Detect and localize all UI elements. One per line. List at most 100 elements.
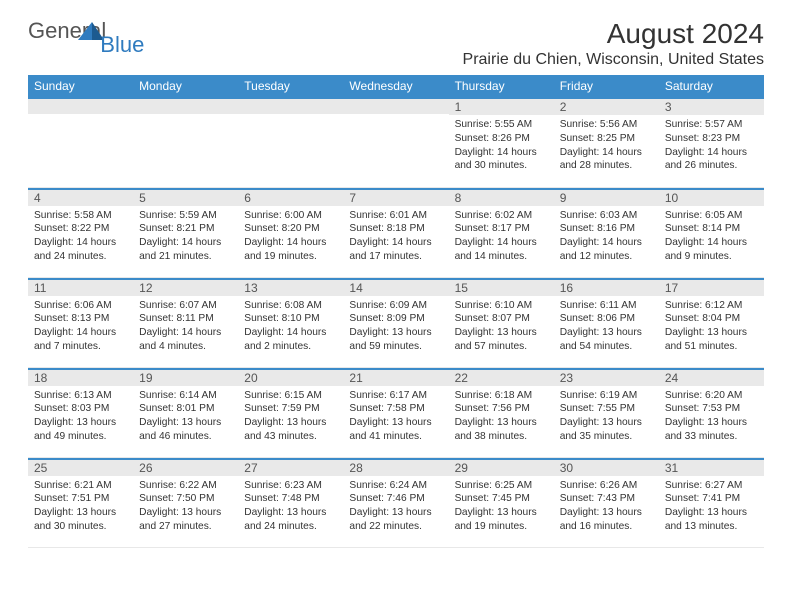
day-details: Sunrise: 6:12 AMSunset: 8:04 PMDaylight:…	[659, 296, 764, 356]
day-cell: 22Sunrise: 6:18 AMSunset: 7:56 PMDayligh…	[449, 368, 554, 457]
sunset-text: Sunset: 7:46 PM	[349, 492, 442, 506]
title-block: August 2024 Prairie du Chien, Wisconsin,…	[463, 18, 764, 69]
day-details: Sunrise: 6:01 AMSunset: 8:18 PMDaylight:…	[343, 206, 448, 266]
sunrise-text: Sunrise: 6:09 AM	[349, 299, 442, 313]
day-number: 15	[449, 278, 554, 296]
sunrise-text: Sunrise: 6:17 AM	[349, 389, 442, 403]
day-number: 17	[659, 278, 764, 296]
calendar-cell	[343, 97, 448, 187]
calendar-cell: 15Sunrise: 6:10 AMSunset: 8:07 PMDayligh…	[449, 277, 554, 367]
sunset-text: Sunset: 7:43 PM	[560, 492, 653, 506]
day-number: 13	[238, 278, 343, 296]
weekday-heading: Thursday	[449, 75, 554, 97]
calendar-week-row: 18Sunrise: 6:13 AMSunset: 8:03 PMDayligh…	[28, 367, 764, 457]
calendar-cell: 23Sunrise: 6:19 AMSunset: 7:55 PMDayligh…	[554, 367, 659, 457]
sunset-text: Sunset: 8:11 PM	[139, 312, 232, 326]
day-details: Sunrise: 6:25 AMSunset: 7:45 PMDaylight:…	[449, 476, 554, 536]
day-number: 20	[238, 368, 343, 386]
weekday-heading: Monday	[133, 75, 238, 97]
sunrise-text: Sunrise: 6:22 AM	[139, 479, 232, 493]
day-number: 30	[554, 458, 659, 476]
day-number: 6	[238, 188, 343, 206]
day-number: 3	[659, 97, 764, 115]
day-details: Sunrise: 6:15 AMSunset: 7:59 PMDaylight:…	[238, 386, 343, 446]
calendar-cell: 3Sunrise: 5:57 AMSunset: 8:23 PMDaylight…	[659, 97, 764, 187]
day-details: Sunrise: 6:22 AMSunset: 7:50 PMDaylight:…	[133, 476, 238, 536]
daylight-text: Daylight: 14 hours and 2 minutes.	[244, 326, 337, 354]
sunrise-text: Sunrise: 6:08 AM	[244, 299, 337, 313]
daylight-text: Daylight: 13 hours and 57 minutes.	[455, 326, 548, 354]
day-cell: 7Sunrise: 6:01 AMSunset: 8:18 PMDaylight…	[343, 188, 448, 277]
day-cell: 18Sunrise: 6:13 AMSunset: 8:03 PMDayligh…	[28, 368, 133, 457]
day-number: 23	[554, 368, 659, 386]
day-cell: 20Sunrise: 6:15 AMSunset: 7:59 PMDayligh…	[238, 368, 343, 457]
day-cell: 11Sunrise: 6:06 AMSunset: 8:13 PMDayligh…	[28, 278, 133, 367]
sunrise-text: Sunrise: 6:26 AM	[560, 479, 653, 493]
sunset-text: Sunset: 7:58 PM	[349, 402, 442, 416]
daylight-text: Daylight: 14 hours and 21 minutes.	[139, 236, 232, 264]
day-number: 12	[133, 278, 238, 296]
calendar-cell: 4Sunrise: 5:58 AMSunset: 8:22 PMDaylight…	[28, 187, 133, 277]
page-header: General Blue August 2024 Prairie du Chie…	[28, 18, 764, 69]
daylight-text: Daylight: 14 hours and 26 minutes.	[665, 146, 758, 174]
location-subtitle: Prairie du Chien, Wisconsin, United Stat…	[463, 51, 764, 69]
brand-text-blue: Blue	[100, 32, 144, 58]
sunset-text: Sunset: 8:22 PM	[34, 222, 127, 236]
sunset-text: Sunset: 7:50 PM	[139, 492, 232, 506]
sunset-text: Sunset: 8:14 PM	[665, 222, 758, 236]
sunrise-text: Sunrise: 6:10 AM	[455, 299, 548, 313]
day-details: Sunrise: 5:58 AMSunset: 8:22 PMDaylight:…	[28, 206, 133, 266]
day-details: Sunrise: 6:00 AMSunset: 8:20 PMDaylight:…	[238, 206, 343, 266]
sunrise-text: Sunrise: 6:01 AM	[349, 209, 442, 223]
day-details: Sunrise: 6:09 AMSunset: 8:09 PMDaylight:…	[343, 296, 448, 356]
calendar-cell: 31Sunrise: 6:27 AMSunset: 7:41 PMDayligh…	[659, 457, 764, 547]
day-details: Sunrise: 6:27 AMSunset: 7:41 PMDaylight:…	[659, 476, 764, 536]
day-cell: 13Sunrise: 6:08 AMSunset: 8:10 PMDayligh…	[238, 278, 343, 367]
sunrise-text: Sunrise: 5:55 AM	[455, 118, 548, 132]
day-details: Sunrise: 6:08 AMSunset: 8:10 PMDaylight:…	[238, 296, 343, 356]
sunset-text: Sunset: 8:18 PM	[349, 222, 442, 236]
daylight-text: Daylight: 13 hours and 35 minutes.	[560, 416, 653, 444]
daylight-text: Daylight: 13 hours and 33 minutes.	[665, 416, 758, 444]
calendar-cell	[28, 97, 133, 187]
calendar-cell	[133, 97, 238, 187]
empty-day-bar	[238, 97, 343, 114]
sunrise-text: Sunrise: 6:05 AM	[665, 209, 758, 223]
calendar-cell: 2Sunrise: 5:56 AMSunset: 8:25 PMDaylight…	[554, 97, 659, 187]
daylight-text: Daylight: 14 hours and 12 minutes.	[560, 236, 653, 264]
day-number: 28	[343, 458, 448, 476]
daylight-text: Daylight: 13 hours and 19 minutes.	[455, 506, 548, 534]
day-cell: 30Sunrise: 6:26 AMSunset: 7:43 PMDayligh…	[554, 458, 659, 547]
day-details: Sunrise: 6:26 AMSunset: 7:43 PMDaylight:…	[554, 476, 659, 536]
calendar-cell: 22Sunrise: 6:18 AMSunset: 7:56 PMDayligh…	[449, 367, 554, 457]
day-number: 4	[28, 188, 133, 206]
sunrise-text: Sunrise: 5:57 AM	[665, 118, 758, 132]
sunrise-text: Sunrise: 6:06 AM	[34, 299, 127, 313]
calendar-table: Sunday Monday Tuesday Wednesday Thursday…	[28, 75, 764, 548]
day-number: 26	[133, 458, 238, 476]
sunrise-text: Sunrise: 5:59 AM	[139, 209, 232, 223]
sunset-text: Sunset: 7:45 PM	[455, 492, 548, 506]
calendar-cell: 18Sunrise: 6:13 AMSunset: 8:03 PMDayligh…	[28, 367, 133, 457]
calendar-week-row: 25Sunrise: 6:21 AMSunset: 7:51 PMDayligh…	[28, 457, 764, 547]
day-cell: 27Sunrise: 6:23 AMSunset: 7:48 PMDayligh…	[238, 458, 343, 547]
calendar-cell: 28Sunrise: 6:24 AMSunset: 7:46 PMDayligh…	[343, 457, 448, 547]
daylight-text: Daylight: 14 hours and 7 minutes.	[34, 326, 127, 354]
empty-day-bar	[343, 97, 448, 114]
daylight-text: Daylight: 13 hours and 49 minutes.	[34, 416, 127, 444]
sunrise-text: Sunrise: 6:12 AM	[665, 299, 758, 313]
daylight-text: Daylight: 14 hours and 30 minutes.	[455, 146, 548, 174]
sunrise-text: Sunrise: 6:27 AM	[665, 479, 758, 493]
day-number: 14	[343, 278, 448, 296]
sunset-text: Sunset: 8:21 PM	[139, 222, 232, 236]
daylight-text: Daylight: 13 hours and 54 minutes.	[560, 326, 653, 354]
day-cell: 9Sunrise: 6:03 AMSunset: 8:16 PMDaylight…	[554, 188, 659, 277]
sunrise-text: Sunrise: 6:18 AM	[455, 389, 548, 403]
daylight-text: Daylight: 13 hours and 59 minutes.	[349, 326, 442, 354]
calendar-cell: 21Sunrise: 6:17 AMSunset: 7:58 PMDayligh…	[343, 367, 448, 457]
calendar-week-row: 4Sunrise: 5:58 AMSunset: 8:22 PMDaylight…	[28, 187, 764, 277]
day-details: Sunrise: 6:20 AMSunset: 7:53 PMDaylight:…	[659, 386, 764, 446]
day-cell: 6Sunrise: 6:00 AMSunset: 8:20 PMDaylight…	[238, 188, 343, 277]
day-details: Sunrise: 6:13 AMSunset: 8:03 PMDaylight:…	[28, 386, 133, 446]
weekday-heading: Sunday	[28, 75, 133, 97]
